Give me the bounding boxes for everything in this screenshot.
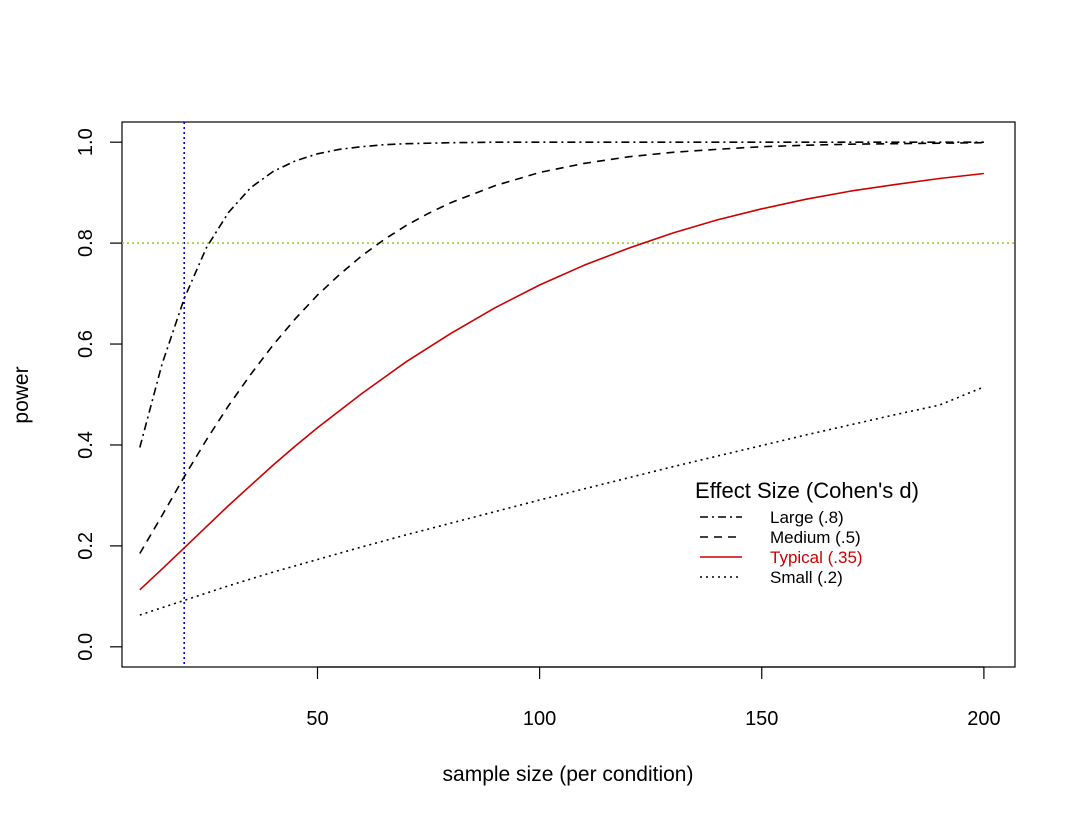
legend: Effect Size (Cohen's d) Large (.8)Medium… <box>695 478 919 587</box>
x-axis: 50 100 150 200 <box>306 666 1001 730</box>
legend-label-1: Medium (.5) <box>770 528 861 547</box>
y-axis: 0.0 0.2 0.4 0.6 0.8 1.0 <box>75 128 122 661</box>
legend-title: Effect Size (Cohen's d) <box>695 478 919 503</box>
series-line-0 <box>139 141 984 448</box>
y-tick-label: 0.8 <box>75 229 97 257</box>
reference-lines <box>122 122 1015 667</box>
legend-label-3: Small (.2) <box>770 568 843 587</box>
legend-label-2: Typical (.35) <box>770 548 863 567</box>
x-axis-title: sample size (per condition) <box>443 763 694 786</box>
series-layer <box>139 141 985 616</box>
x-tick-label: 200 <box>967 708 1000 730</box>
x-tick-label: 150 <box>745 708 778 730</box>
series-line-2 <box>139 172 984 591</box>
x-tick-label: 50 <box>306 708 328 730</box>
y-tick-label: 0.2 <box>75 532 97 560</box>
series-line-1 <box>139 141 984 554</box>
legend-label-0: Large (.8) <box>770 508 844 527</box>
y-tick-label: 0.4 <box>75 431 97 459</box>
y-tick-label: 1.0 <box>75 128 97 156</box>
plot-frame <box>121 121 1016 668</box>
y-tick-label: 0.6 <box>75 330 97 358</box>
x-tick-label: 100 <box>523 708 556 730</box>
y-tick-label: 0.0 <box>75 633 97 661</box>
series-line-3 <box>139 386 985 616</box>
y-axis-title: power <box>10 366 33 423</box>
